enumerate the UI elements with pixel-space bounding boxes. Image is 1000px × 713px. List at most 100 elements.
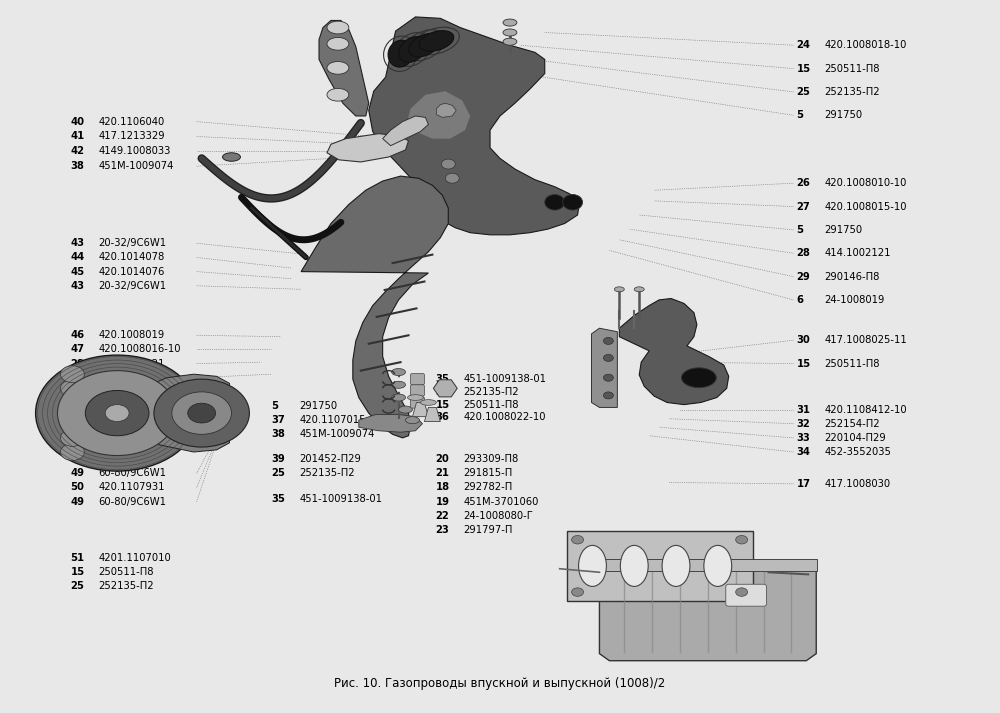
Text: 420.1008022-10: 420.1008022-10 — [463, 412, 546, 422]
Text: 20: 20 — [435, 454, 449, 464]
Ellipse shape — [399, 36, 426, 62]
Text: 38: 38 — [271, 429, 285, 439]
Text: 17: 17 — [796, 479, 810, 489]
Text: 201452-П29: 201452-П29 — [299, 454, 361, 464]
Polygon shape — [327, 133, 409, 162]
Polygon shape — [383, 116, 428, 145]
Text: 252135-П2: 252135-П2 — [98, 581, 154, 591]
Text: 37: 37 — [271, 415, 285, 425]
Text: 420.1108412-10: 420.1108412-10 — [824, 404, 907, 414]
Text: 31: 31 — [796, 404, 810, 414]
Text: 30: 30 — [796, 335, 810, 345]
Circle shape — [445, 173, 459, 183]
Text: 4149.1008033: 4149.1008033 — [98, 146, 171, 156]
Text: 25: 25 — [271, 468, 285, 478]
Circle shape — [60, 429, 84, 446]
Text: 25: 25 — [70, 581, 84, 591]
Ellipse shape — [634, 287, 644, 292]
Text: 420.1014076: 420.1014076 — [98, 267, 165, 277]
Text: 420.1008015-10: 420.1008015-10 — [824, 202, 907, 212]
Text: 420.1107015: 420.1107015 — [299, 415, 366, 425]
Text: 49: 49 — [70, 496, 84, 506]
Ellipse shape — [614, 287, 624, 292]
Polygon shape — [412, 402, 428, 416]
Text: 414.1002121: 414.1002121 — [824, 248, 891, 258]
FancyBboxPatch shape — [567, 530, 753, 601]
Ellipse shape — [327, 38, 349, 50]
Ellipse shape — [327, 61, 349, 74]
Ellipse shape — [406, 416, 419, 424]
Text: 292782-П: 292782-П — [463, 483, 512, 493]
Text: 420.1008010-10: 420.1008010-10 — [824, 178, 907, 188]
Polygon shape — [369, 17, 580, 235]
Text: 252135-П2: 252135-П2 — [299, 468, 355, 478]
Text: 417.1213329: 417.1213329 — [98, 131, 165, 141]
Ellipse shape — [579, 545, 606, 586]
Circle shape — [60, 380, 84, 397]
Text: 47: 47 — [70, 344, 84, 354]
Text: 29: 29 — [796, 272, 810, 282]
FancyBboxPatch shape — [411, 385, 424, 396]
Text: 15: 15 — [796, 359, 810, 369]
Text: 290146-П8: 290146-П8 — [824, 272, 880, 282]
FancyBboxPatch shape — [598, 559, 817, 571]
Circle shape — [736, 535, 748, 544]
Text: 38: 38 — [70, 161, 84, 171]
Text: 18: 18 — [435, 483, 449, 493]
Polygon shape — [433, 380, 457, 397]
Text: 15: 15 — [435, 399, 449, 409]
Polygon shape — [599, 562, 816, 661]
Text: 291750: 291750 — [824, 111, 862, 120]
Text: 27: 27 — [796, 202, 810, 212]
Ellipse shape — [332, 147, 350, 155]
Text: 35: 35 — [271, 494, 285, 504]
Text: 24-1008080-Г: 24-1008080-Г — [463, 511, 533, 520]
Text: 420.1107932: 420.1107932 — [98, 373, 165, 383]
Ellipse shape — [620, 545, 648, 586]
Text: 39: 39 — [271, 454, 285, 464]
Ellipse shape — [563, 195, 583, 210]
Text: 250511-П8: 250511-П8 — [98, 568, 154, 578]
Ellipse shape — [420, 400, 436, 405]
Text: 40: 40 — [70, 117, 84, 127]
Polygon shape — [359, 414, 422, 432]
Circle shape — [85, 391, 149, 436]
Ellipse shape — [392, 369, 406, 376]
Polygon shape — [436, 103, 456, 118]
Text: 420.1014078: 420.1014078 — [98, 252, 164, 262]
Ellipse shape — [392, 394, 406, 401]
Text: 220104-П29: 220104-П29 — [824, 433, 886, 443]
Text: 22: 22 — [435, 511, 449, 520]
Text: 44: 44 — [70, 252, 85, 262]
Text: 252135-П2: 252135-П2 — [463, 387, 519, 397]
Text: 420.1008019: 420.1008019 — [98, 330, 164, 340]
Text: 417.1008030: 417.1008030 — [824, 479, 890, 489]
Text: 291750: 291750 — [824, 225, 862, 235]
Text: 36: 36 — [435, 412, 449, 422]
Text: 291750: 291750 — [299, 401, 337, 411]
Text: 451М-3701060: 451М-3701060 — [463, 496, 539, 506]
FancyBboxPatch shape — [411, 397, 424, 408]
Polygon shape — [408, 91, 470, 138]
Text: 41: 41 — [70, 131, 85, 141]
Text: 34: 34 — [796, 447, 810, 457]
Text: 420.1106040: 420.1106040 — [98, 117, 164, 127]
Text: 45: 45 — [70, 267, 85, 277]
Ellipse shape — [681, 368, 716, 388]
Polygon shape — [150, 374, 230, 452]
Text: 46: 46 — [70, 330, 85, 340]
Text: 25: 25 — [435, 387, 449, 397]
Ellipse shape — [399, 406, 412, 413]
Ellipse shape — [388, 41, 413, 67]
Polygon shape — [591, 328, 617, 407]
Text: 48: 48 — [70, 373, 85, 383]
Text: 451М-1009074: 451М-1009074 — [98, 161, 174, 171]
Polygon shape — [424, 407, 440, 421]
Ellipse shape — [503, 39, 517, 45]
Ellipse shape — [503, 29, 517, 36]
Text: 49: 49 — [70, 468, 84, 478]
Ellipse shape — [409, 34, 440, 57]
Text: 451М-1009074: 451М-1009074 — [299, 429, 374, 439]
Text: 60-80/9С6W1: 60-80/9С6W1 — [98, 468, 166, 478]
Text: 43: 43 — [70, 238, 84, 248]
